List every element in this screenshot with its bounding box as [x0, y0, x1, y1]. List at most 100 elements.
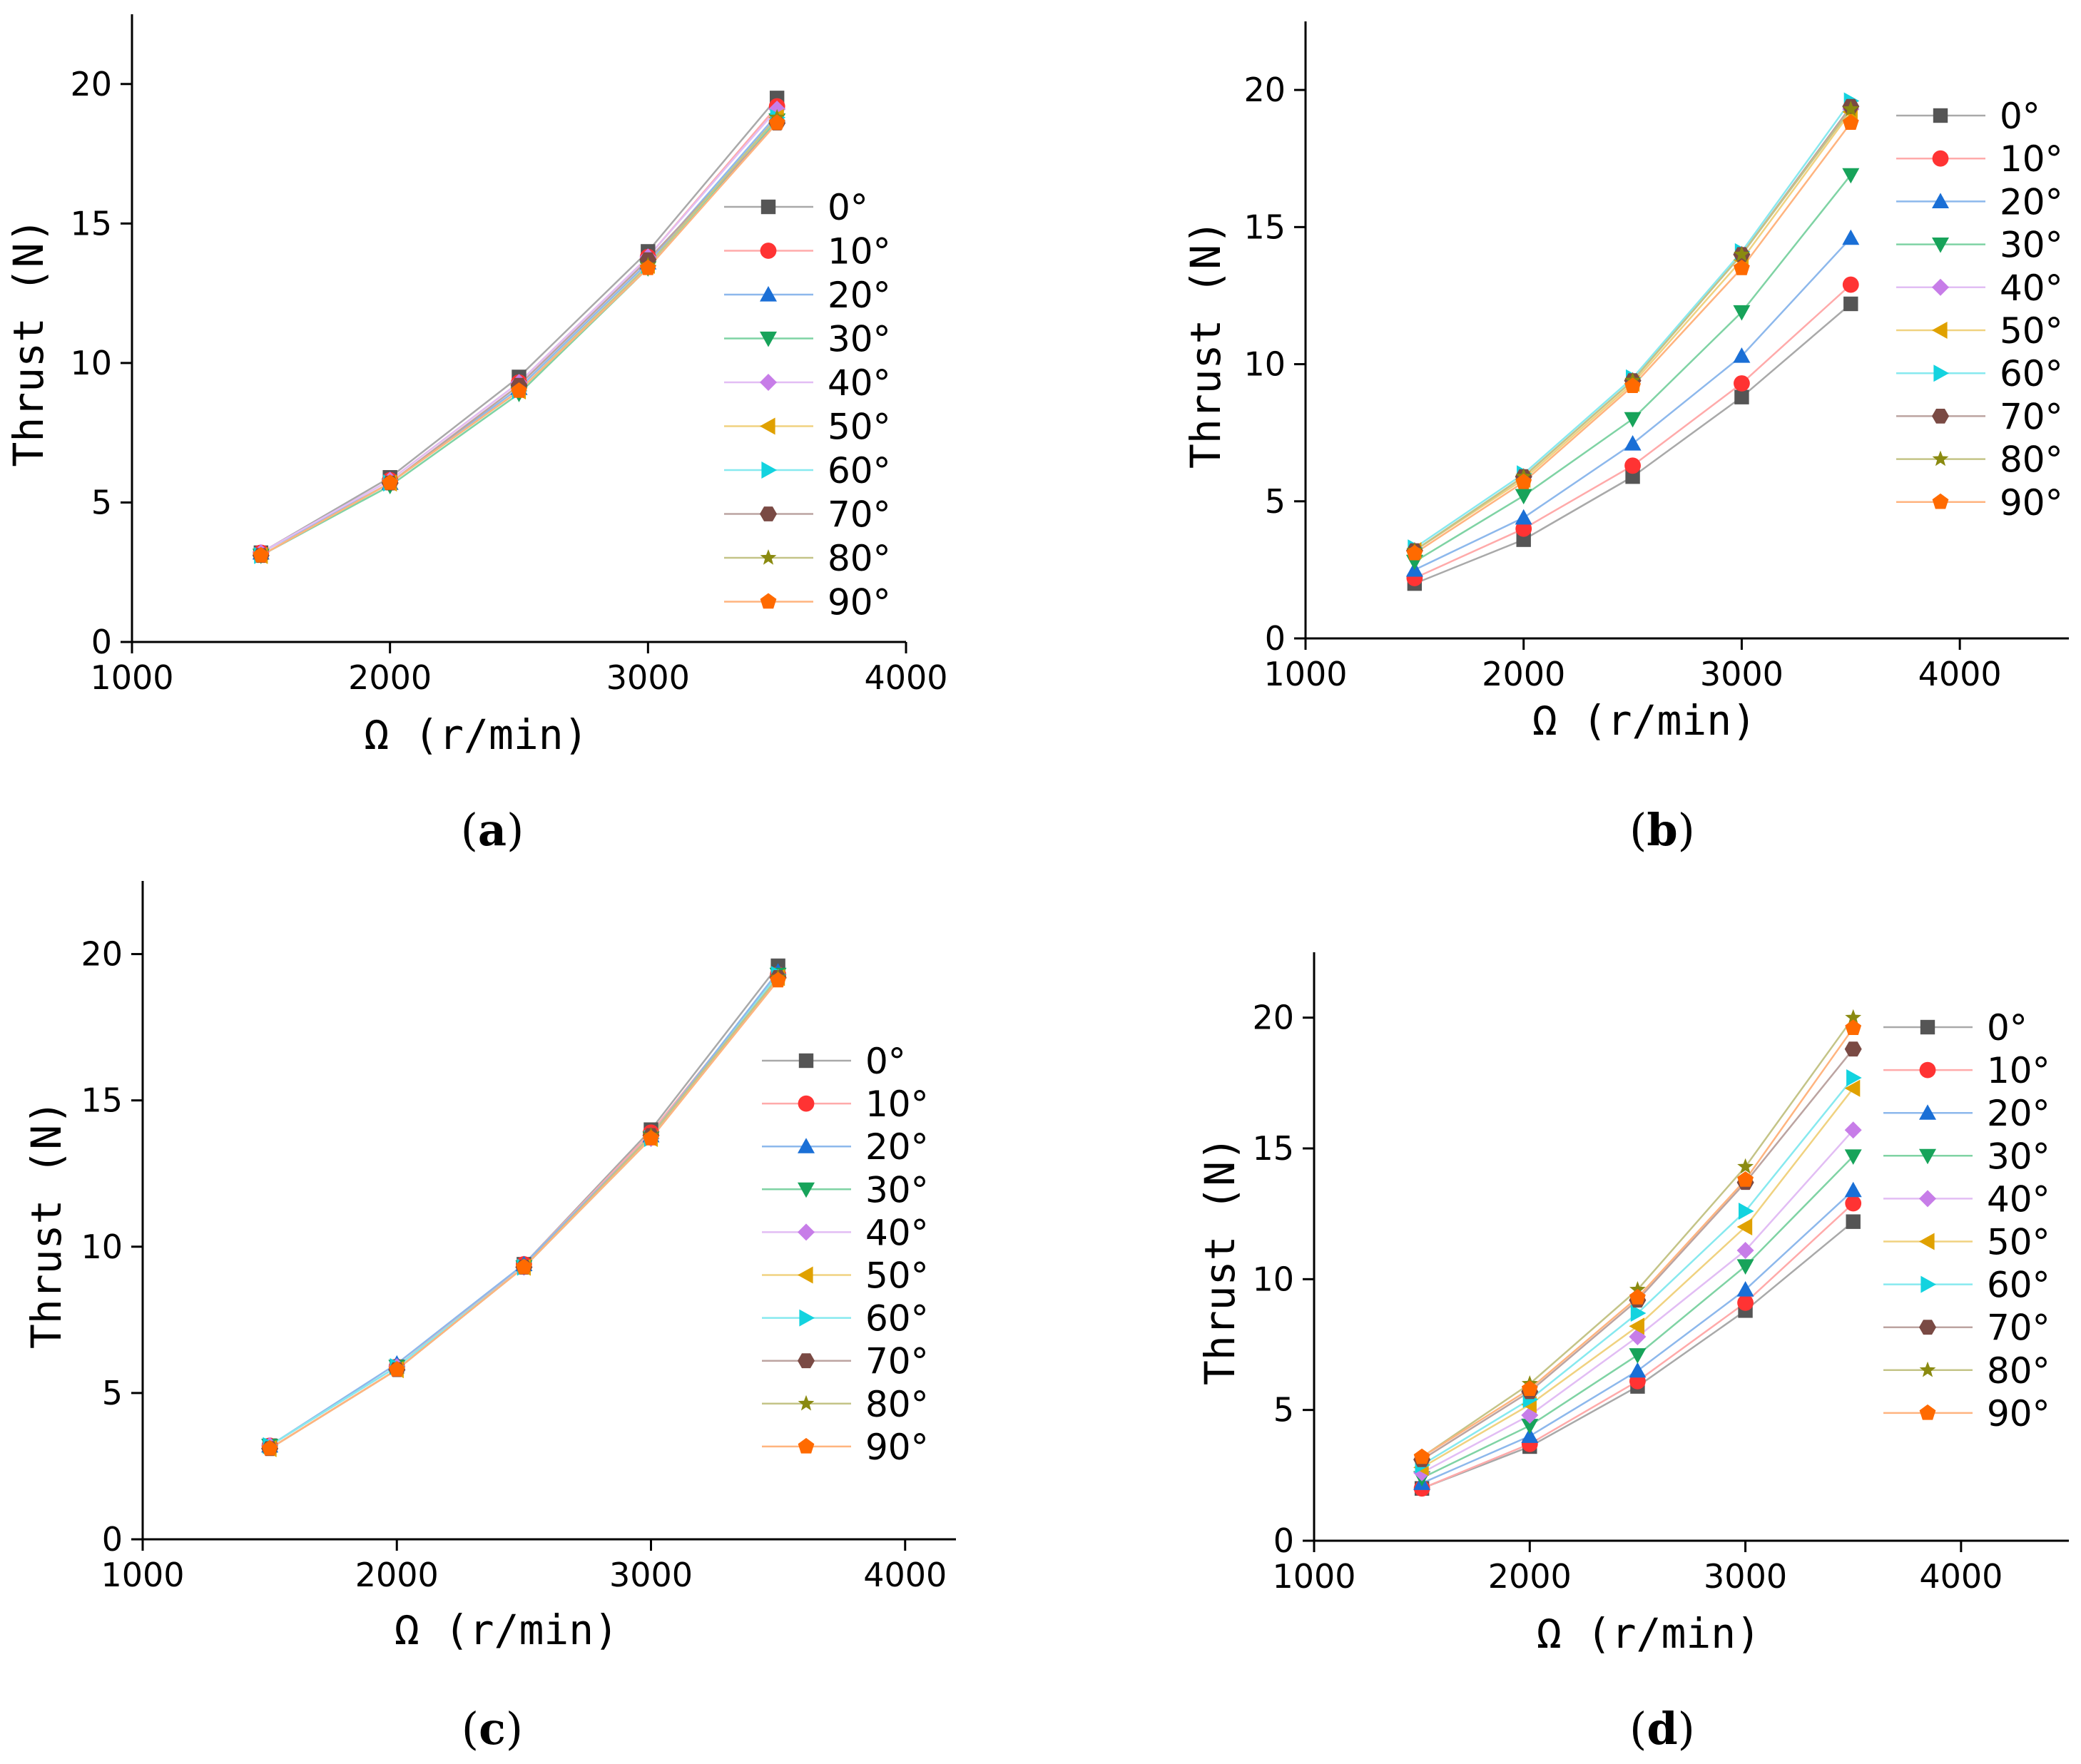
data-point [1845, 1195, 1862, 1212]
chart-panel-c: 1000 2000 3000 4000 0 5 10 15 20 Ω (r/min) Thrust … [22, 881, 956, 1755]
legend-label: 60° [2000, 353, 2063, 394]
data-point [1624, 457, 1641, 474]
caption-open-paren: ( [1629, 1703, 1647, 1755]
caption-open-paren: ( [1629, 804, 1647, 856]
series-line-3 [269, 974, 779, 1447]
legend-label: 80° [865, 1384, 929, 1425]
legend-label: 80° [1987, 1350, 2050, 1392]
legend-marker [799, 1309, 815, 1327]
legend-label: 60° [1987, 1265, 2050, 1306]
y-tick-label: 0 [91, 623, 112, 661]
series-line-9 [1414, 122, 1852, 554]
legend-marker [798, 1223, 815, 1241]
series-line-4 [1414, 108, 1852, 552]
data-point [639, 259, 656, 275]
legend-marker [760, 417, 775, 435]
legend-marker [798, 1138, 815, 1153]
series-line-5 [260, 116, 778, 556]
legend-marker [760, 286, 777, 302]
legend-marker [1932, 322, 1948, 339]
legend-marker [761, 462, 777, 479]
data-point [511, 382, 527, 398]
legend-marker [1919, 1404, 1936, 1420]
chart-panel-a: 1000 2000 3000 4000 0 5 10 15 20 Ω (r/min) Thrust … [4, 14, 948, 856]
series-line-2 [260, 113, 778, 554]
data-point [1630, 1305, 1647, 1322]
data-point [1844, 1121, 1862, 1139]
data-point [382, 474, 399, 490]
legend-marker [760, 506, 777, 521]
legend-marker [1933, 364, 1949, 382]
legend-label: 10° [865, 1084, 929, 1125]
x-tick-label: 4000 [1919, 1557, 2003, 1596]
caption-close-paren: ) [1678, 1703, 1695, 1755]
x-tick-label: 4000 [1918, 655, 2002, 693]
panel-caption: (a) [461, 804, 524, 856]
legend-label: 90° [865, 1427, 929, 1468]
caption-close-paren: ) [507, 804, 524, 856]
x-tick-label: 2000 [1488, 1557, 1572, 1596]
legend-label: 0° [1987, 1007, 2027, 1049]
legend-label: 70° [865, 1341, 929, 1382]
legend-label: 0° [865, 1041, 906, 1082]
chart-panel-b: 1000 2000 3000 4000 0 5 10 15 20 Ω (r/min) Thrust … [1181, 21, 2069, 856]
y-axis-title: Thrust (N) [1196, 1136, 1244, 1385]
legend-label: 70° [2000, 396, 2063, 437]
legend-label: 40° [865, 1212, 929, 1253]
legend-label: 40° [828, 362, 891, 404]
data-point [1736, 1218, 1753, 1235]
data-point [388, 1361, 405, 1377]
legend-marker [1920, 1019, 1935, 1035]
caption-open-paren: ( [461, 804, 478, 856]
data-point [1629, 1362, 1647, 1378]
data-point [1515, 520, 1532, 537]
y-tick-label: 10 [1252, 1260, 1294, 1298]
panel-caption: (b) [1629, 804, 1695, 856]
legend-marker [798, 1095, 815, 1112]
series-line-8 [1414, 108, 1852, 552]
legend-label: 50° [865, 1255, 929, 1297]
y-tick-label: 15 [81, 1081, 123, 1120]
data-point [1734, 389, 1749, 404]
legend-marker [798, 1266, 813, 1284]
y-tick-label: 0 [102, 1520, 123, 1559]
x-tick-label: 3000 [606, 658, 690, 697]
series-line-0 [260, 97, 778, 554]
data-point [1842, 101, 1859, 116]
legend-marker [1919, 1190, 1936, 1208]
legend-marker [760, 593, 777, 609]
series-line-5 [269, 977, 779, 1449]
series-line-6 [260, 116, 778, 556]
y-tick-label: 0 [1273, 1521, 1294, 1560]
y-tick-label: 5 [1273, 1391, 1294, 1429]
data-point [1629, 1289, 1646, 1305]
legend-label: 90° [828, 582, 891, 623]
data-point [1842, 276, 1859, 293]
legend-marker [760, 243, 777, 259]
legend-marker [760, 199, 776, 215]
data-point [1515, 489, 1532, 505]
y-tick-label: 15 [1252, 1129, 1294, 1168]
x-tick-label: 3000 [609, 1556, 693, 1594]
legend-label: 30° [828, 319, 891, 360]
y-tick-label: 15 [70, 204, 112, 243]
data-point [1739, 1203, 1754, 1220]
data-point [1624, 435, 1642, 451]
data-point [1515, 473, 1532, 489]
legend-label: 10° [2000, 138, 2063, 180]
data-point [768, 114, 785, 131]
legend-label: 60° [865, 1298, 929, 1340]
legend-label: 50° [2000, 310, 2063, 352]
legend-marker [1919, 1104, 1936, 1120]
series-line-7 [260, 122, 778, 556]
series-line-2 [269, 971, 779, 1447]
y-tick-label: 10 [81, 1228, 123, 1266]
data-point [1733, 347, 1751, 363]
y-tick-label: 20 [1243, 71, 1286, 109]
series-line-7 [1421, 1048, 1854, 1461]
legend-marker [760, 374, 777, 391]
data-point [1629, 1317, 1644, 1335]
data-point [1843, 296, 1858, 312]
data-point [1737, 1158, 1754, 1174]
